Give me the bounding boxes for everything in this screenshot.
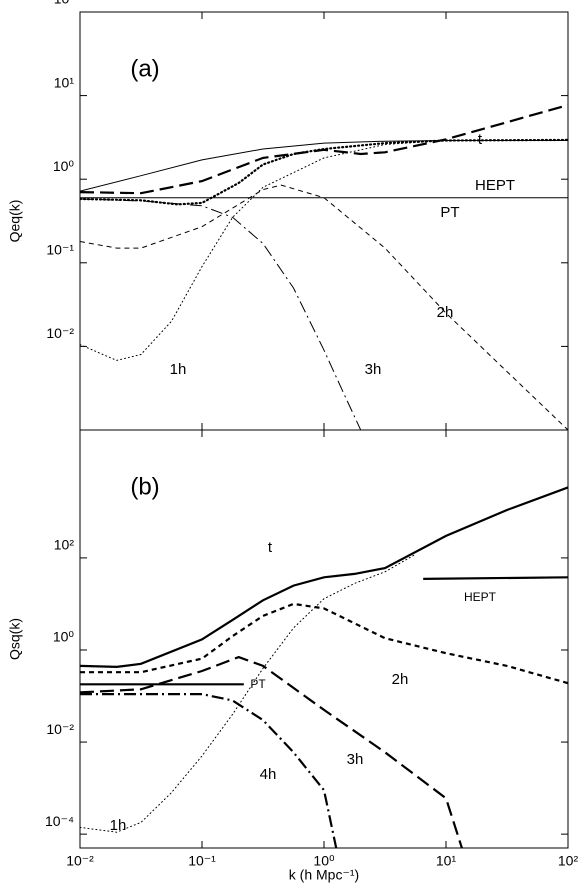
series-label: 1h [170,361,187,378]
series-line [80,655,463,848]
series-line [80,693,338,848]
y-tick-label: 10⁰ [53,158,75,174]
series-label: t [478,131,483,148]
series-line [80,198,362,430]
series-label: 1h [110,817,127,834]
y-axis-label: Qeq(k) [7,200,23,243]
x-tick-label: 10⁻¹ [188,853,216,869]
x-tick-label: 10⁻² [66,853,94,869]
series-line [80,602,568,685]
series-label: 2h [437,304,454,321]
series-label: 4h [260,766,277,783]
panel-label: (a) [130,55,159,82]
y-tick-label: 10² [54,0,75,7]
series-label: t [268,539,273,556]
y-axis-label: Qsq(k) [7,618,23,660]
series-line [423,576,568,580]
y-tick-label: 10² [54,537,75,553]
series-label: HEPT [475,177,515,194]
y-tick-label: 10¹ [54,74,75,90]
x-tick-label: 10⁰ [313,853,335,869]
series-label: PT [440,204,459,221]
series-label: 2h [392,671,409,688]
y-tick-label: 10⁻² [46,325,74,341]
x-tick-label: 10¹ [436,853,457,869]
series-line [80,184,568,430]
series-label: 3h [347,751,364,768]
y-tick-label: 10⁻¹ [46,242,74,258]
panel-label: (b) [130,473,159,500]
series-line [80,139,568,361]
y-tick-label: 10⁻⁴ [45,813,74,829]
x-tick-label: 10² [558,853,579,869]
x-axis-label: k (h Mpc⁻¹) [289,867,359,883]
y-tick-label: 10⁰ [53,629,75,645]
series-line [80,104,568,195]
series-label: 3h [365,361,382,378]
series-line [80,138,568,206]
y-tick-label: 10⁻² [46,721,74,737]
series-label: HEPT [464,590,497,604]
series-line [80,486,568,669]
series-line [80,553,416,833]
